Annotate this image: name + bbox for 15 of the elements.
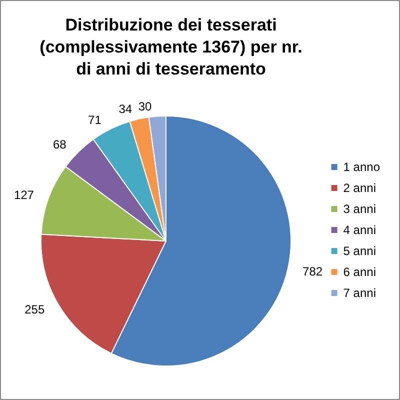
- data-label: 30: [138, 99, 152, 114]
- legend-label: 3 anni: [343, 202, 376, 216]
- data-label: 255: [24, 302, 45, 316]
- data-label: 68: [53, 138, 67, 152]
- legend-label: 1 anno: [343, 160, 380, 174]
- data-label: 71: [88, 112, 102, 127]
- legend-label: 4 anni: [343, 223, 376, 237]
- data-label: 782: [302, 264, 323, 278]
- data-label: 127: [14, 188, 34, 202]
- legend-label: 5 anni: [343, 244, 376, 258]
- data-label: 34: [118, 102, 132, 116]
- legend-label: 2 anni: [343, 181, 376, 195]
- chart-title: Distribuzione dei tesserati (complessivamente 1367) per nr. di anni di tesseramento: [40, 16, 302, 78]
- legend-label: 6 anni: [343, 265, 376, 279]
- legend-label: 7 anni: [343, 286, 376, 300]
